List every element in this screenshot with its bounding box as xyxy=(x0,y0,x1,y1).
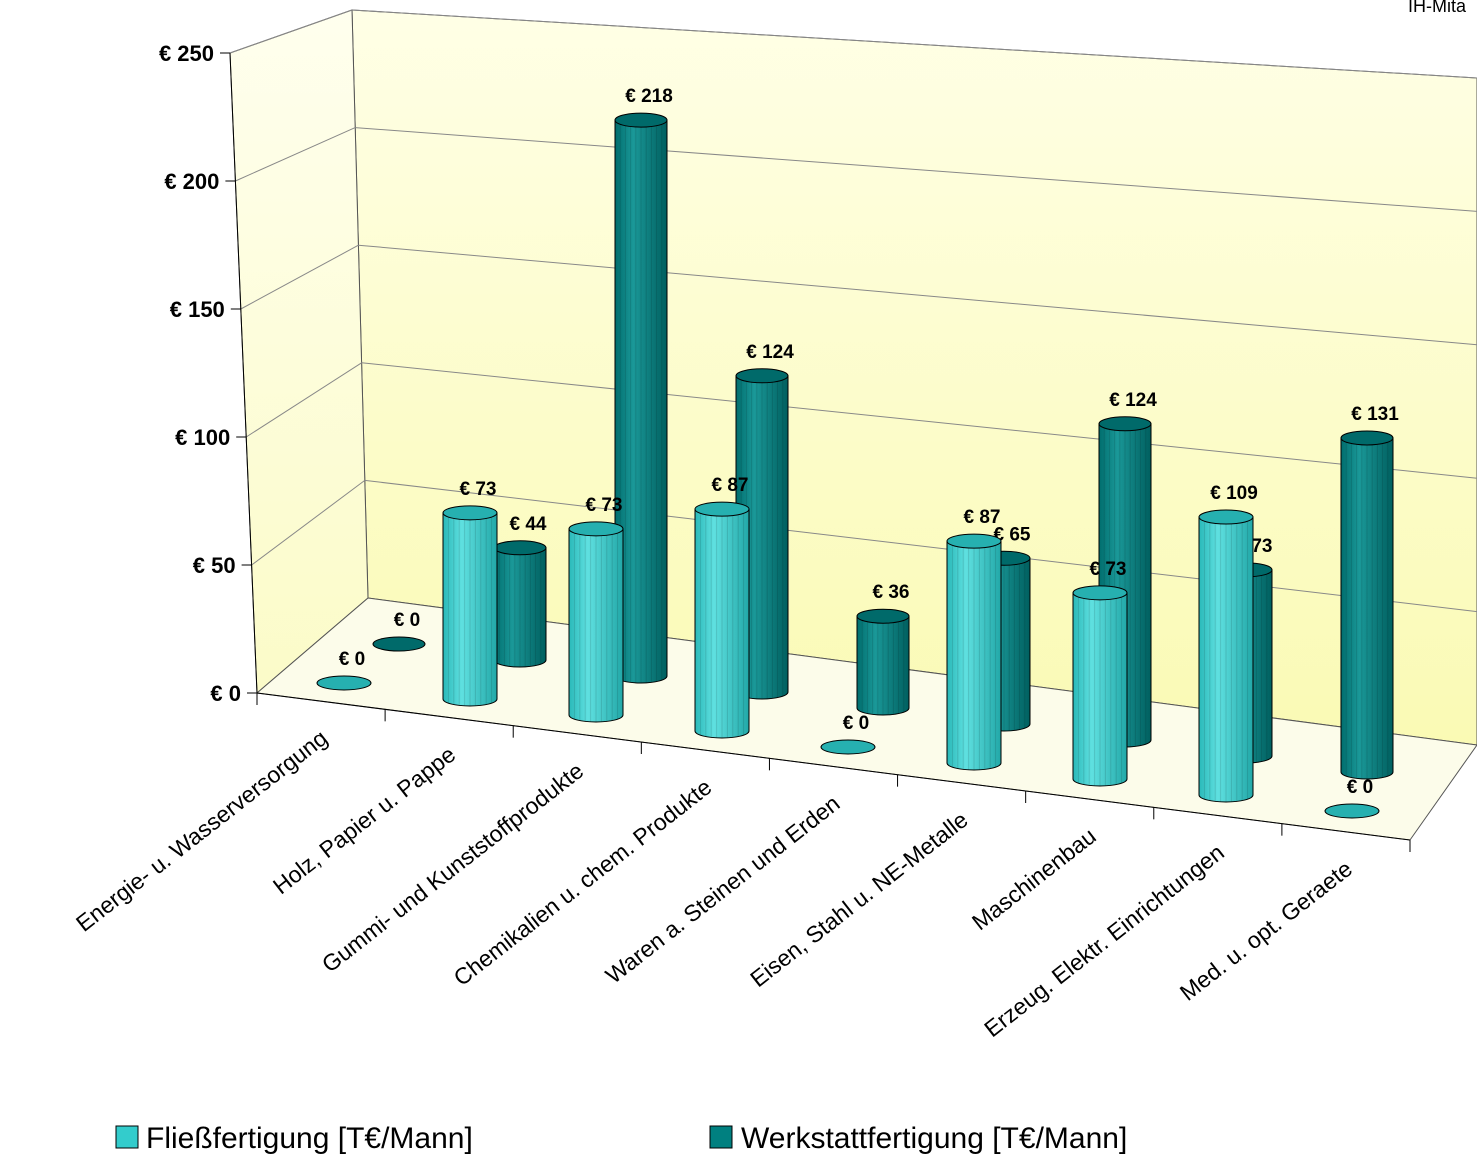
fliess-data-label: € 0 xyxy=(339,649,365,670)
legend-swatch-werkstattfertigung xyxy=(709,1125,733,1149)
fliess-data-label: € 0 xyxy=(843,713,869,734)
werkstatt-data-label: € 36 xyxy=(873,582,910,603)
y-tick-label: € 200 xyxy=(164,169,219,194)
category-label: Waren a. Steinen und Erden xyxy=(601,790,845,989)
gridline-back xyxy=(358,244,1477,346)
werkstatt-bar-top xyxy=(372,636,426,652)
y-tick-label: € 150 xyxy=(170,297,225,322)
y-tick-label: € 100 xyxy=(175,425,230,450)
werkstatt-bar-body xyxy=(1340,437,1394,780)
legend-item-fliessfertigung: Fließfertigung [T€/Mann] xyxy=(115,1122,473,1155)
gridline-back xyxy=(364,479,1477,613)
fliess-bar: € 87 xyxy=(946,507,1002,771)
y-tick-label: € 50 xyxy=(193,553,236,578)
fliess-data-label: € 87 xyxy=(964,507,1001,528)
side-wall xyxy=(229,9,369,695)
werkstatt-bar: € 131 xyxy=(1340,404,1399,780)
gridlines xyxy=(229,9,1477,613)
fliess-bar-body xyxy=(694,508,750,739)
fliess-bar: € 109 xyxy=(1198,483,1258,803)
werkstatt-data-label: € 44 xyxy=(510,514,547,535)
fliess-bar: € 0 xyxy=(820,713,876,755)
werkstatt-bar: € 218 xyxy=(614,86,673,684)
fliess-bar-top xyxy=(316,675,372,691)
werkstatt-data-label: € 131 xyxy=(1351,404,1399,425)
fliess-bar-body xyxy=(946,540,1002,771)
werkstatt-bar-top xyxy=(856,608,910,624)
fliess-bar-top xyxy=(568,521,624,537)
legend-item-werkstattfertigung: Werkstattfertigung [T€/Mann] xyxy=(709,1122,1127,1155)
legend-label-fliessfertigung: Fließfertigung [T€/Mann] xyxy=(146,1122,473,1155)
legend-swatch-fliessfertigung xyxy=(115,1125,139,1149)
fliess-bar-top xyxy=(1072,585,1128,601)
fliess-bar: € 87 xyxy=(694,475,750,739)
category-label: Energie- u. Wasserversorgung xyxy=(71,725,332,937)
fliess-bar-top xyxy=(442,505,498,521)
fliess-bar: € 73 xyxy=(568,495,624,723)
gridline-side xyxy=(229,9,353,54)
gridline-back xyxy=(355,127,1477,212)
werkstatt-data-label: € 124 xyxy=(1109,390,1157,411)
werkstatt-bar: € 36 xyxy=(856,582,910,716)
werkstatt-bar: € 0 xyxy=(372,610,426,652)
fliess-bar: € 73 xyxy=(1072,559,1128,787)
fliess-data-label: € 73 xyxy=(1090,559,1127,580)
category-label: Erzeug. Elektr. Einrichtungen xyxy=(979,839,1229,1042)
gridline-side xyxy=(235,127,356,182)
fliess-bar-body xyxy=(568,528,624,723)
werkstatt-bar-top xyxy=(614,112,668,128)
fliess-bar-body xyxy=(442,512,498,707)
y-axis: € 0 € 50 € 100 € 150 € 200 € 250 xyxy=(159,41,258,706)
werkstatt-data-label: € 65 xyxy=(994,524,1031,545)
corner-label: IH-Mita xyxy=(1408,0,1467,16)
fliess-bar-body xyxy=(1198,516,1254,803)
fliess-data-label: € 109 xyxy=(1210,483,1258,504)
fliess-bar-top xyxy=(820,739,876,755)
fliess-bar-top xyxy=(1324,803,1380,819)
werkstatt-bar-top xyxy=(1098,416,1152,432)
y-tick-label: € 0 xyxy=(210,681,241,706)
bars: € 0 € 44 € 218 € 124 € 36 € 65 € 124 € 73 € 131 €… xyxy=(316,86,1399,819)
gridline-side xyxy=(245,362,362,438)
fliess-bar-body xyxy=(1072,592,1128,787)
fliess-data-label: € 73 xyxy=(586,495,623,516)
fliess-bar-top xyxy=(694,501,750,517)
werkstatt-bar-top xyxy=(1340,430,1394,446)
gridline-side xyxy=(251,479,366,566)
y-axis-line xyxy=(229,52,258,694)
category-label: Gummi- und Kunststoffprodukte xyxy=(317,757,589,977)
fliess-bar-top xyxy=(1198,509,1254,525)
werkstatt-bar-top xyxy=(735,368,789,384)
legend-label-werkstattfertigung: Werkstattfertigung [T€/Mann] xyxy=(741,1122,1127,1155)
legend: Fließfertigung [T€/Mann] Werkstattfertig… xyxy=(115,1122,1127,1155)
category-label: Chemikalien u. chem. Produkte xyxy=(449,774,717,991)
x-axis-line xyxy=(256,692,1411,841)
fliess-bar: € 0 xyxy=(316,649,372,691)
werkstatt-data-label: € 0 xyxy=(394,610,420,631)
werkstatt-bar-body xyxy=(856,615,910,716)
fliess-data-label: € 87 xyxy=(712,475,749,496)
y-tick-label: € 250 xyxy=(159,41,214,66)
x-axis xyxy=(256,692,1411,852)
fliess-bar: € 0 xyxy=(1324,777,1380,819)
fliess-data-label: € 73 xyxy=(460,479,497,500)
fliess-data-label: € 0 xyxy=(1347,777,1373,798)
werkstatt-data-label: € 218 xyxy=(625,86,673,107)
fliess-bar-top xyxy=(946,533,1002,549)
werkstatt-data-label: € 124 xyxy=(746,342,794,363)
gridline-back xyxy=(351,9,1477,79)
gridline-back xyxy=(361,362,1477,479)
fliess-bar: € 73 xyxy=(442,479,498,707)
gridline-side xyxy=(240,244,359,310)
category-label: Maschinenbau xyxy=(967,823,1101,936)
werkstatt-bar-top xyxy=(493,540,547,556)
werkstatt-bar: € 44 xyxy=(493,514,547,668)
